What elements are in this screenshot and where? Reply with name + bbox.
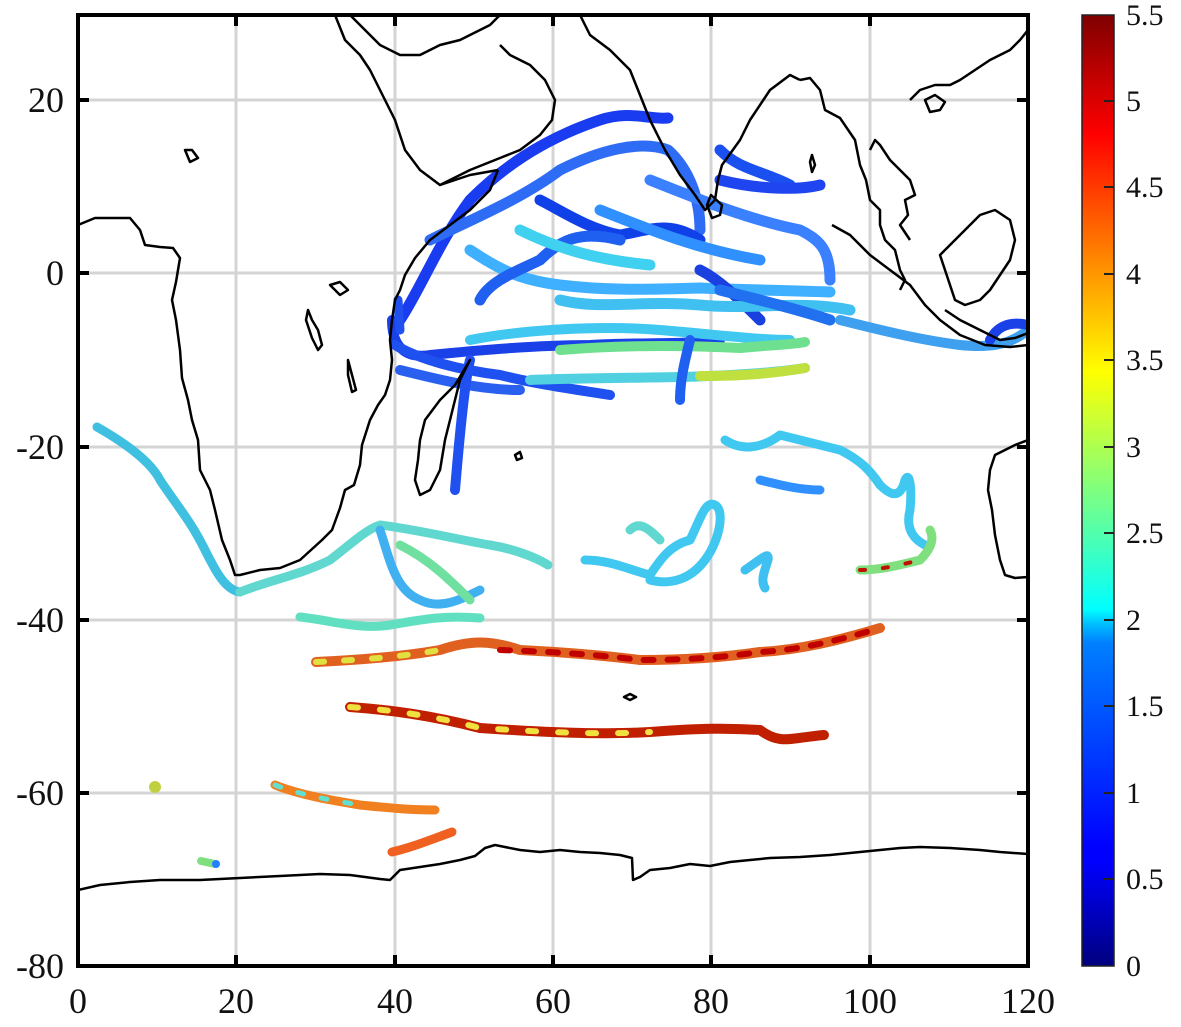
x-tick-label: 20 xyxy=(218,981,254,1021)
y-tick-label: -40 xyxy=(16,600,64,640)
colorbar: 0 0.5 1 1.5 2 2.5 3 3.5 4 4.5 5 5.5 xyxy=(1081,0,1164,983)
y-tick-label: -60 xyxy=(16,773,64,813)
y-tick-label: 0 xyxy=(46,253,64,293)
colorbar-tick-label: 5 xyxy=(1126,85,1141,118)
axis-ticks xyxy=(78,15,1028,966)
float-tracks xyxy=(92,109,1028,868)
colorbar-tick-label: 2.5 xyxy=(1126,517,1164,550)
colorbar-tick-label: 1.5 xyxy=(1126,690,1164,723)
colorbar-tick-label: 4 xyxy=(1126,258,1141,291)
y-tick-label: -80 xyxy=(16,946,64,986)
x-tick-label: 100 xyxy=(843,981,897,1021)
colorbar-tick-label: 0 xyxy=(1126,950,1141,983)
colorbar-gradient xyxy=(1081,14,1115,967)
x-tick-label: 40 xyxy=(377,981,413,1021)
colorbar-tick-label: 5.5 xyxy=(1126,0,1164,32)
colorbar-tick-label: 1 xyxy=(1126,777,1141,810)
x-tick-label: 120 xyxy=(1001,981,1055,1021)
colorbar-tick-label: 0.5 xyxy=(1126,863,1164,896)
y-tick-label: -20 xyxy=(16,427,64,467)
colorbar-tick-label: 3 xyxy=(1126,431,1141,464)
y-tick-label: 20 xyxy=(28,80,64,120)
colorbar-tick-label: 4.5 xyxy=(1126,171,1164,204)
x-tick-label: 80 xyxy=(693,981,729,1021)
x-tick-label: 0 xyxy=(69,981,87,1021)
colorbar-tick-label: 3.5 xyxy=(1126,344,1164,377)
coastlines xyxy=(78,15,1028,892)
colorbar-tick-label: 2 xyxy=(1126,604,1141,637)
y-axis-labels: 20 0 -20 -40 -60 -80 xyxy=(16,80,64,986)
x-axis-labels: 0 20 40 60 80 100 120 xyxy=(69,981,1055,1021)
x-tick-label: 60 xyxy=(535,981,571,1021)
